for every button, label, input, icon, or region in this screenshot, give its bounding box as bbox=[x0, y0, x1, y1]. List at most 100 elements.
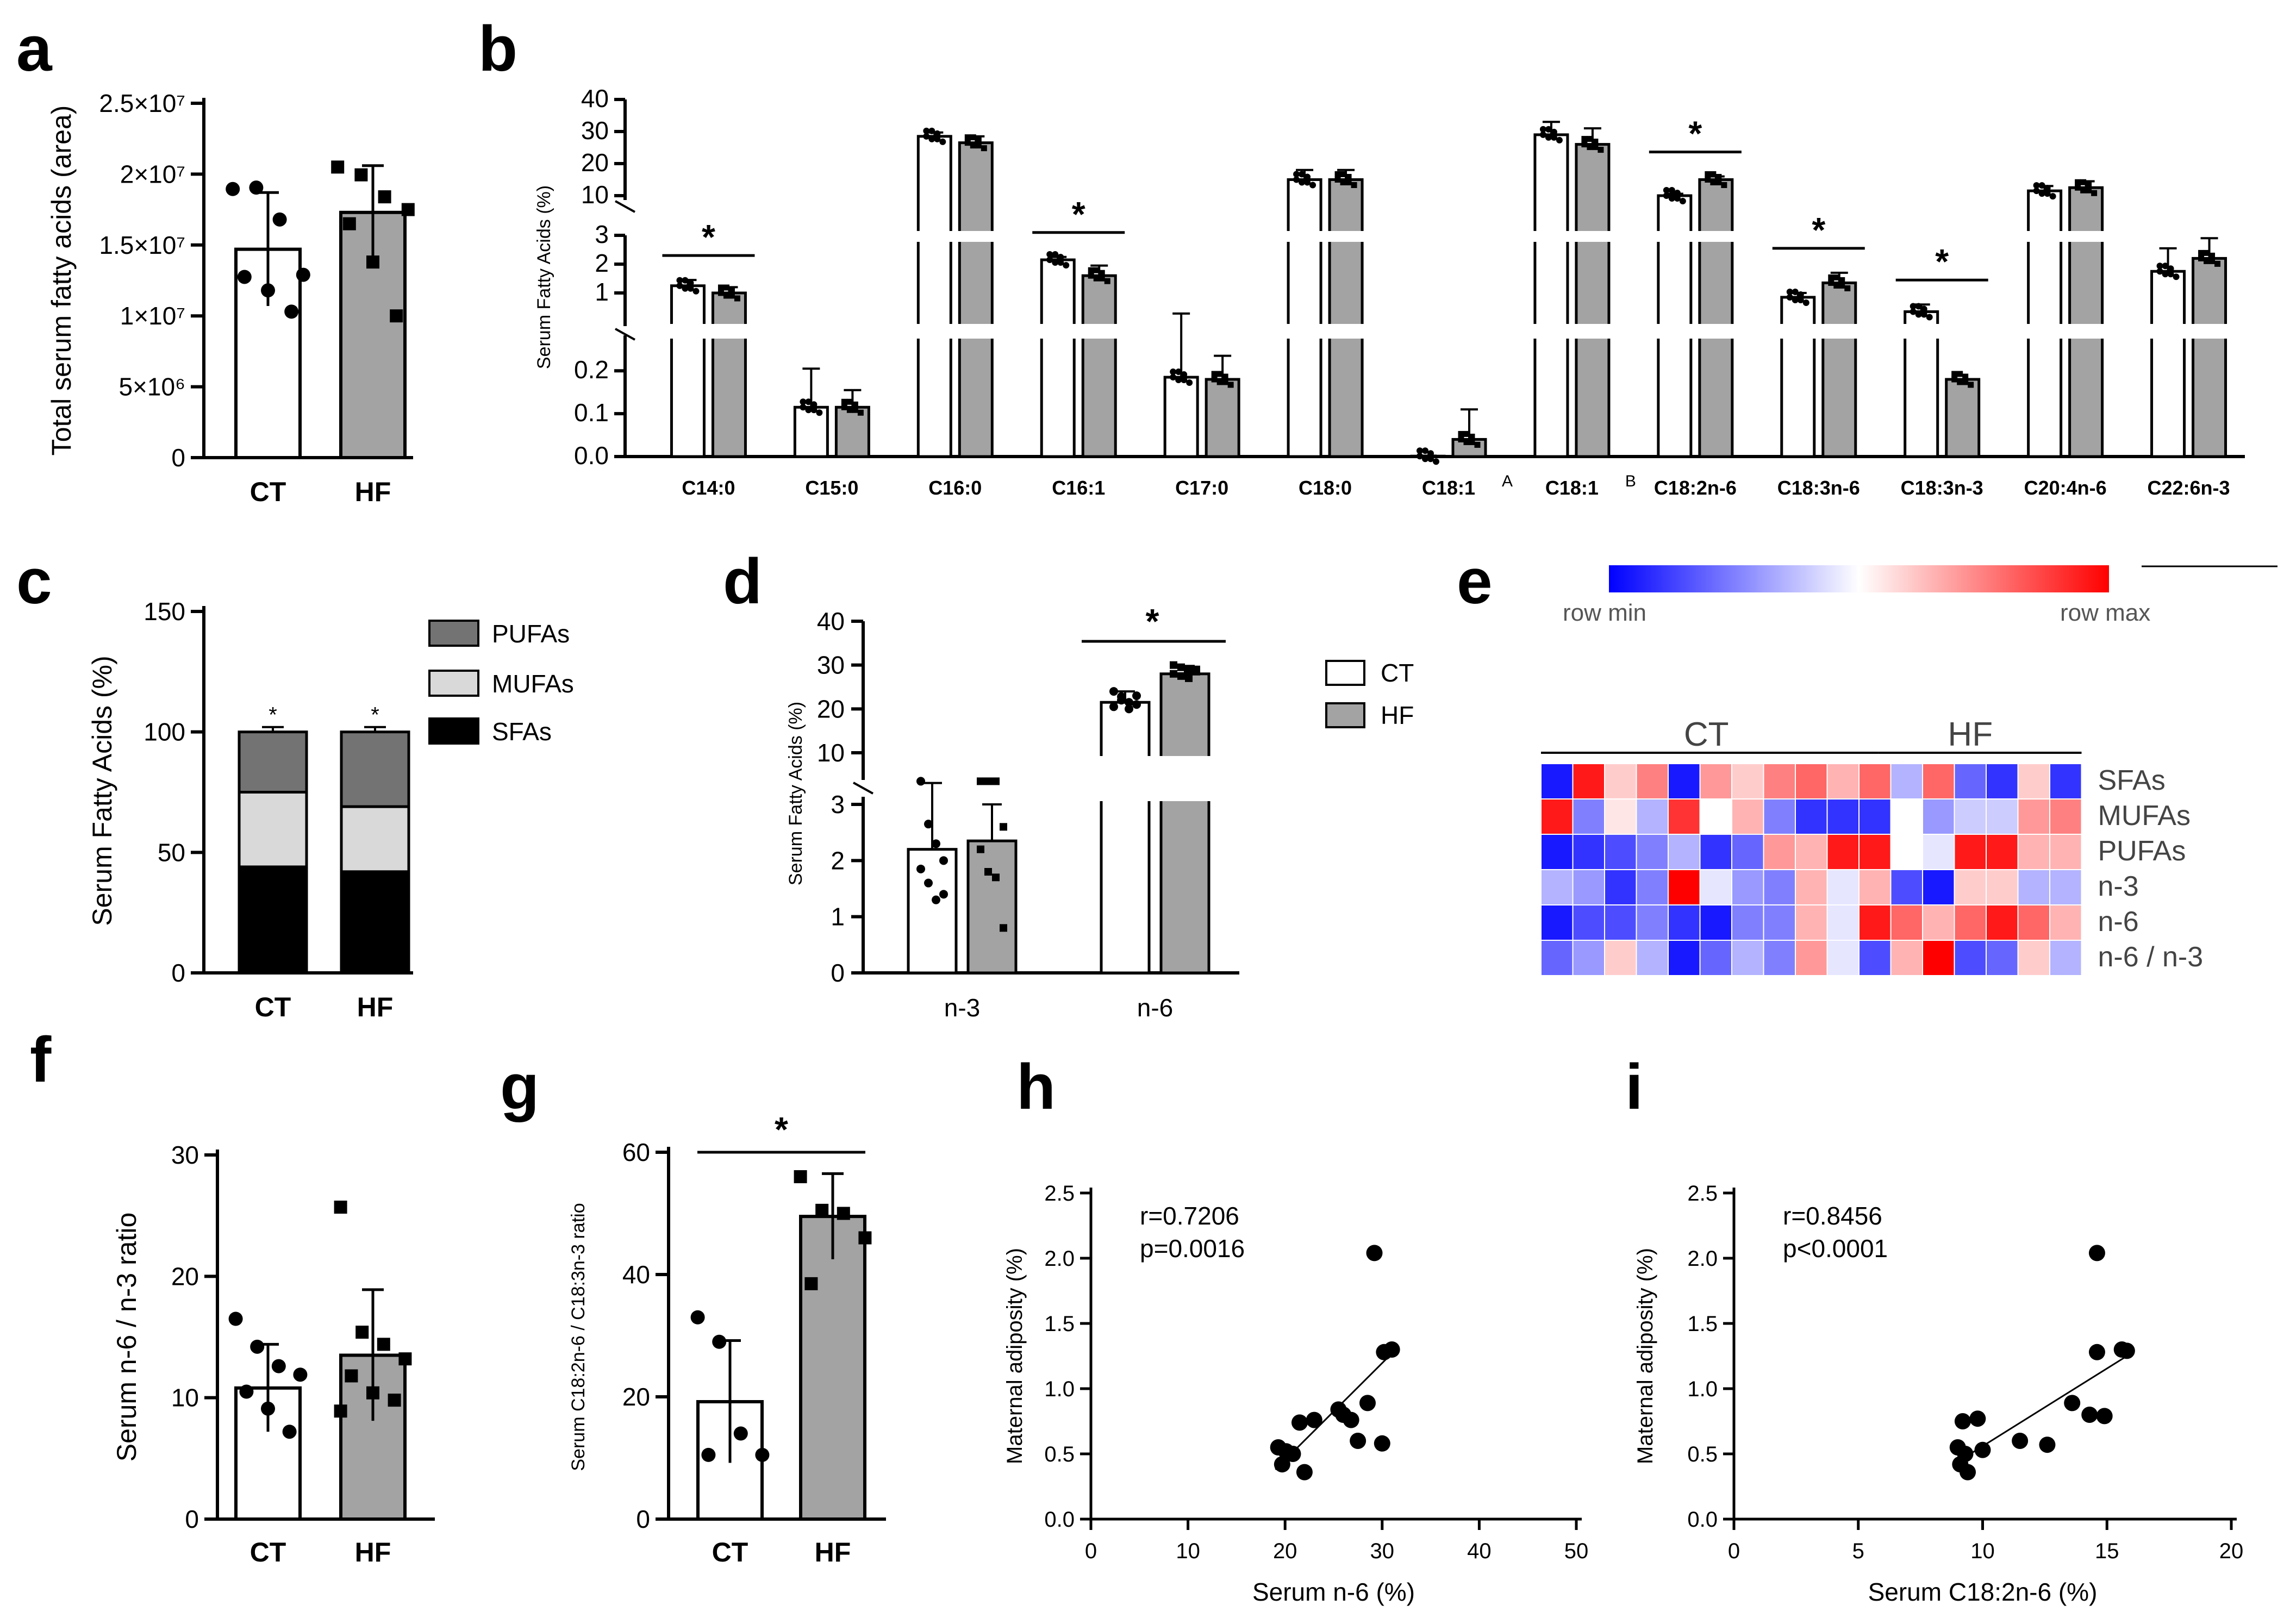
panel-label-d: d bbox=[723, 546, 762, 617]
e-cell bbox=[1699, 940, 1732, 976]
d-point-n-3 bbox=[916, 777, 925, 786]
i-point bbox=[2039, 1436, 2056, 1453]
b-point-C16:0 bbox=[964, 134, 971, 141]
e-cell bbox=[1636, 798, 1669, 835]
b-point-C22:6n-3 bbox=[2167, 265, 2174, 272]
b-point-C15:0 bbox=[816, 409, 823, 416]
d-point-n-3 bbox=[924, 878, 933, 888]
a-point-CT bbox=[296, 267, 310, 282]
d-ytick-label: 2 bbox=[831, 846, 845, 875]
e-cell bbox=[2049, 940, 2082, 976]
c-legend-swatch-SFAs bbox=[428, 717, 479, 745]
e-cell bbox=[2017, 834, 2050, 870]
e-cell bbox=[1922, 869, 1955, 905]
panel-label-e: e bbox=[1457, 546, 1493, 617]
b-point-C18:3n-6 bbox=[1802, 299, 1809, 306]
d-point-n-6 bbox=[1125, 704, 1133, 714]
f-ytick-label: 0 bbox=[185, 1505, 199, 1533]
e-legend-max: row max bbox=[2060, 599, 2150, 626]
b-point-C22:6n-3 bbox=[2214, 260, 2221, 267]
e-cell bbox=[2049, 869, 2082, 905]
b-point-C18:2n-6 bbox=[1715, 179, 1722, 185]
b-point-C16:1 bbox=[1046, 257, 1053, 264]
b-sig-star-C16:1: * bbox=[1072, 195, 1085, 234]
panel-label-c: c bbox=[16, 546, 52, 617]
e-cell bbox=[1540, 904, 1574, 941]
e-cell bbox=[1604, 763, 1637, 799]
i-point bbox=[2081, 1407, 2098, 1423]
e-cell bbox=[1763, 940, 1796, 976]
d-point-n-6 bbox=[1185, 674, 1193, 682]
b-point-C15:0 bbox=[841, 404, 847, 410]
c-ytick-label: 50 bbox=[158, 838, 185, 866]
e-color-scale bbox=[1609, 565, 2109, 592]
e-cell bbox=[1954, 869, 1987, 905]
c-ytick-label: 150 bbox=[143, 597, 185, 626]
b-point-C18:3n-3 bbox=[1957, 379, 1963, 385]
d-point-n-3 bbox=[992, 777, 1000, 785]
b-point-C18:3n-6 bbox=[1792, 288, 1799, 295]
h-point bbox=[1366, 1245, 1383, 1261]
b-ytick-label: 30 bbox=[581, 116, 609, 145]
f-point-HF bbox=[355, 1326, 369, 1339]
b-point-C20:4n-6 bbox=[2080, 179, 2087, 185]
a-point-HF bbox=[366, 255, 379, 269]
h-point bbox=[1330, 1401, 1347, 1418]
d-point-n-6 bbox=[1193, 665, 1200, 673]
b-point-C18:0 bbox=[1309, 182, 1316, 189]
b-bar-C16:1 bbox=[1040, 258, 1076, 458]
b-xtick-C17:0: C17:0 bbox=[1175, 477, 1228, 499]
i-point bbox=[1960, 1464, 1976, 1481]
i-stat-p: p<0.0001 bbox=[1783, 1234, 1888, 1263]
b-bar-break-C18:0 bbox=[1286, 324, 1324, 339]
f-point-CT bbox=[228, 1311, 243, 1326]
i-ytick-label: 1.5 bbox=[1687, 1312, 1718, 1336]
panel-label-i: i bbox=[1625, 1051, 1643, 1123]
f-point-HF bbox=[345, 1369, 358, 1383]
e-cell bbox=[1668, 798, 1701, 835]
b-bar-C22:6n-3 bbox=[2192, 257, 2227, 458]
f-xtick-HF: HF bbox=[355, 1537, 391, 1567]
b-bar-break-C18:3n-6 bbox=[1779, 324, 1817, 339]
e-cell bbox=[1954, 763, 1987, 799]
e-cell bbox=[1986, 904, 2019, 941]
e-row-label-SFAs: SFAs bbox=[2098, 765, 2166, 796]
e-cell bbox=[1890, 869, 1923, 905]
e-cell bbox=[2017, 904, 2050, 941]
e-cell bbox=[1954, 904, 1987, 941]
e-cell bbox=[1826, 940, 1860, 976]
b-point-C14:0 bbox=[728, 287, 735, 293]
b-bar-C14:0 bbox=[711, 291, 747, 458]
b-sig-star-C18:3n-3: * bbox=[1935, 242, 1949, 281]
i-point bbox=[1954, 1413, 1971, 1429]
b-bar-C18:1 bbox=[1575, 143, 1611, 458]
e-cell bbox=[2049, 834, 2082, 870]
f-point-CT bbox=[293, 1367, 308, 1382]
b-point-C15:0 bbox=[857, 409, 864, 416]
b-ytick-label: 2 bbox=[595, 249, 609, 277]
h-point bbox=[1274, 1456, 1290, 1473]
f-ytick-label: 20 bbox=[171, 1262, 199, 1290]
b-point-C18:1 bbox=[1463, 430, 1470, 437]
b-point-C14:0 bbox=[723, 292, 729, 299]
e-cell bbox=[1858, 904, 1892, 941]
i-point bbox=[2012, 1433, 2029, 1449]
b-point-C15:0 bbox=[846, 407, 853, 413]
b-point-C18:1 bbox=[1469, 439, 1475, 445]
b-point-C14:0 bbox=[682, 285, 689, 292]
c-star-HF: * bbox=[371, 703, 379, 727]
b-point-C18:0 bbox=[1351, 182, 1357, 188]
b-point-C18:2n-6 bbox=[1674, 190, 1681, 196]
b-xtick-C14:0: C14:0 bbox=[682, 477, 735, 499]
i-point bbox=[2064, 1395, 2081, 1411]
b-point-C15:0 bbox=[800, 404, 807, 411]
g-point-HF bbox=[858, 1231, 872, 1245]
b-ytick-label: 40 bbox=[581, 84, 609, 113]
f-point-CT bbox=[261, 1401, 275, 1416]
b-point-C16:0 bbox=[975, 137, 982, 143]
panel-label-h: h bbox=[1016, 1051, 1056, 1123]
b-point-C17:0 bbox=[1216, 371, 1223, 377]
c-star-CT: * bbox=[269, 703, 277, 727]
d-ytick-label: 1 bbox=[831, 903, 845, 931]
